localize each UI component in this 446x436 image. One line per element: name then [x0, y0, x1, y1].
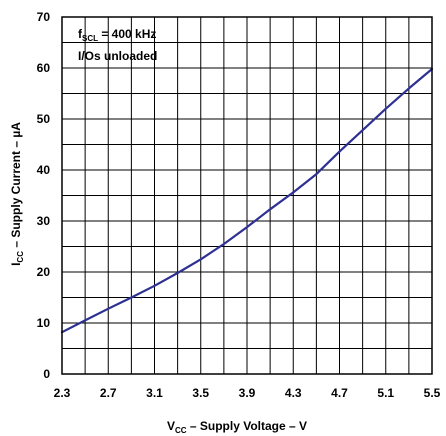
- annotation-io-state-main: I/Os unloaded: [78, 49, 157, 63]
- y-tick-label: 0: [43, 367, 50, 381]
- y-axis-title-sub: CC: [16, 251, 25, 263]
- grid: [62, 17, 432, 374]
- x-tick-label: 2.7: [100, 386, 117, 400]
- supply-current-line: [60, 67, 434, 334]
- annotation-io-state: I/Os unloaded: [78, 49, 157, 63]
- annotation-frequency-main: f: [78, 27, 83, 41]
- annotation-frequency-sub: SCL: [82, 34, 98, 43]
- y-tick-label: 10: [37, 316, 51, 330]
- x-tick-label: 5.1: [377, 386, 394, 400]
- y-tick-labels: 0 10 20 30 40 50 60 70: [37, 10, 51, 381]
- x-tick-label: 3.5: [192, 386, 209, 400]
- x-axis-title-main: V: [167, 419, 175, 433]
- annotation-frequency: fSCL = 400 kHz: [78, 27, 156, 43]
- x-tick-labels: 2.3 2.7 3.1 3.5 3.9 4.3 4.7 5.1 5.5: [54, 386, 441, 400]
- x-axis-title: VCC – Supply Voltage – V: [167, 419, 307, 435]
- y-axis-title-main: I: [9, 263, 23, 266]
- x-tick-label: 4.3: [285, 386, 302, 400]
- y-tick-label: 60: [37, 61, 51, 75]
- y-tick-label: 70: [37, 10, 51, 24]
- y-tick-label: 40: [37, 163, 51, 177]
- x-axis-title-rest: – Supply Voltage – V: [187, 419, 307, 433]
- x-tick-label: 4.7: [331, 386, 348, 400]
- y-tick-label: 50: [37, 112, 51, 126]
- x-tick-label: 3.1: [146, 386, 163, 400]
- y-axis-title: ICC – Supply Current – µA: [9, 122, 25, 266]
- x-tick-label: 5.5: [424, 386, 441, 400]
- x-tick-label: 3.9: [239, 386, 256, 400]
- y-tick-label: 30: [37, 214, 51, 228]
- series-layer: [60, 67, 434, 334]
- y-tick-label: 20: [37, 265, 51, 279]
- x-tick-label: 2.3: [54, 386, 71, 400]
- annotation-frequency-rest: = 400 kHz: [98, 27, 156, 41]
- y-axis-title-rest: – Supply Current – µA: [9, 122, 23, 251]
- x-axis-title-sub: CC: [175, 426, 187, 435]
- plot-frame: [61, 16, 433, 375]
